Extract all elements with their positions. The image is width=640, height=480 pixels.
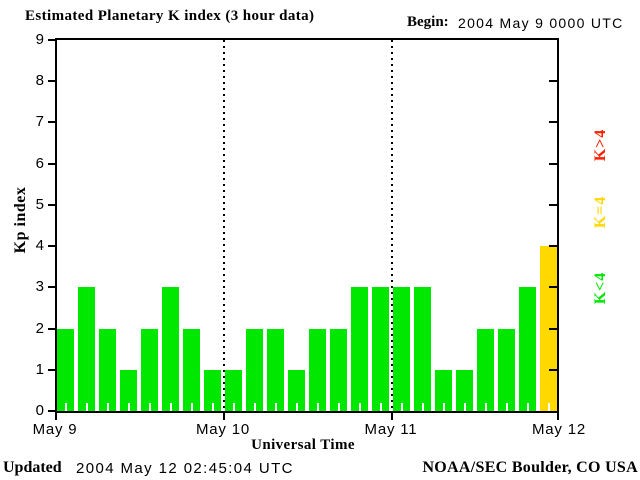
right-axis-tick xyxy=(549,286,557,289)
bar-center-axis-tick xyxy=(253,403,256,411)
kp-bar xyxy=(120,370,137,411)
bar-center-axis-tick xyxy=(484,403,487,411)
legend-k-gt-4: K>4 xyxy=(592,128,609,162)
kp-bar xyxy=(288,370,305,411)
kp-bar xyxy=(414,287,431,411)
bar-center-axis-tick xyxy=(358,403,361,411)
begin-value: 2004 May 9 0000 UTC xyxy=(458,15,624,31)
day-boundary-dotted-line xyxy=(391,40,393,411)
plot-area xyxy=(55,38,559,413)
x-axis-tick-label: May 10 xyxy=(196,421,250,438)
legend-k-lt-4: K<4 xyxy=(592,271,609,305)
x-axis-tick-label: May 9 xyxy=(32,421,78,438)
kp-bar xyxy=(393,287,410,411)
kp-bar xyxy=(246,329,263,411)
kp-bar xyxy=(183,329,200,411)
y-axis-tick-label: 2 xyxy=(35,319,44,337)
y-axis-tick-label: 8 xyxy=(35,72,44,90)
y-axis-tick-label: 7 xyxy=(35,113,44,131)
bar-center-axis-tick xyxy=(316,403,319,411)
x-axis-tick xyxy=(55,413,57,420)
y-axis-tick xyxy=(48,327,56,330)
x-axis-tick xyxy=(391,413,393,420)
y-axis-tick xyxy=(48,368,56,371)
y-axis-tick-label: 0 xyxy=(35,402,44,419)
bar-center-axis-tick xyxy=(127,403,130,411)
bar-center-axis-tick xyxy=(505,403,508,411)
kp-bar xyxy=(435,370,452,411)
legend-k-eq-4: K=4 xyxy=(592,195,609,229)
y-axis-tick xyxy=(48,286,56,289)
kp-bar xyxy=(57,329,74,411)
x-axis-tick xyxy=(557,413,559,420)
bar-center-axis-tick xyxy=(295,403,298,411)
bar-center-axis-tick xyxy=(526,403,529,411)
kp-bar xyxy=(498,329,515,411)
kp-bar xyxy=(99,329,116,411)
bar-center-axis-tick xyxy=(421,403,424,411)
bar-center-axis-tick xyxy=(190,403,193,411)
kp-bar xyxy=(141,329,158,411)
kp-bar xyxy=(267,329,284,411)
kp-bar xyxy=(456,370,473,411)
y-axis-tick-label: 9 xyxy=(35,31,44,48)
x-axis-tick-label: May 12 xyxy=(532,421,586,438)
y-axis-tick-label: 1 xyxy=(35,360,44,378)
y-axis-tick xyxy=(48,162,56,165)
bar-center-axis-tick xyxy=(337,403,340,411)
kp-bar xyxy=(78,287,95,411)
bar-center-axis-tick xyxy=(547,403,550,411)
kp-bar xyxy=(225,370,242,411)
kp-bar xyxy=(519,287,536,411)
bar-center-axis-tick xyxy=(379,403,382,411)
bar-center-axis-tick xyxy=(106,403,109,411)
x-axis-tick-label: May 11 xyxy=(364,421,418,438)
kp-bar xyxy=(162,287,179,411)
right-axis-tick xyxy=(549,162,557,165)
x-axis-title: Universal Time xyxy=(251,437,355,453)
y-axis-tick xyxy=(48,80,56,83)
bar-center-axis-tick xyxy=(400,403,403,411)
bar-center-axis-tick xyxy=(463,403,466,411)
right-axis-tick xyxy=(549,203,557,206)
kp-bar xyxy=(351,287,368,411)
begin-label: Begin: xyxy=(407,14,449,30)
y-axis-tick-label: 5 xyxy=(35,195,44,213)
updated-label: Updated xyxy=(3,459,62,476)
y-axis-tick xyxy=(48,410,56,412)
y-axis-tick-label: 6 xyxy=(35,154,44,172)
kp-bar xyxy=(372,287,389,411)
right-axis-tick xyxy=(549,245,557,248)
day-boundary-dotted-line xyxy=(223,40,225,411)
bar-center-axis-tick xyxy=(211,403,214,411)
bar-center-axis-tick xyxy=(169,403,172,411)
y-axis-tick-label: 3 xyxy=(35,278,44,296)
updated-value: 2004 May 12 02:45:04 UTC xyxy=(76,460,294,477)
right-axis-tick xyxy=(549,80,557,83)
right-axis-tick xyxy=(549,327,557,330)
bar-center-axis-tick xyxy=(148,403,151,411)
right-axis-tick xyxy=(549,121,557,124)
bar-center-axis-tick xyxy=(85,403,88,411)
x-axis-tick xyxy=(223,413,225,420)
bar-center-axis-tick xyxy=(232,403,235,411)
chart-title: Estimated Planetary K index (3 hour data… xyxy=(25,8,315,24)
kp-bar xyxy=(309,329,326,411)
bar-center-axis-tick xyxy=(442,403,445,411)
bar-center-axis-tick xyxy=(64,403,67,411)
y-axis-tick xyxy=(48,121,56,124)
right-axis-tick xyxy=(549,368,557,371)
kp-bar xyxy=(330,329,347,411)
y-axis-tick xyxy=(48,245,56,248)
y-axis-tick xyxy=(48,203,56,206)
bar-center-axis-tick xyxy=(274,403,277,411)
kp-bar xyxy=(204,370,221,411)
credit: NOAA/SEC Boulder, CO USA xyxy=(422,459,638,476)
y-axis-tick-label: 4 xyxy=(35,237,44,255)
y-axis-tick xyxy=(48,39,56,41)
kp-bar xyxy=(477,329,494,411)
